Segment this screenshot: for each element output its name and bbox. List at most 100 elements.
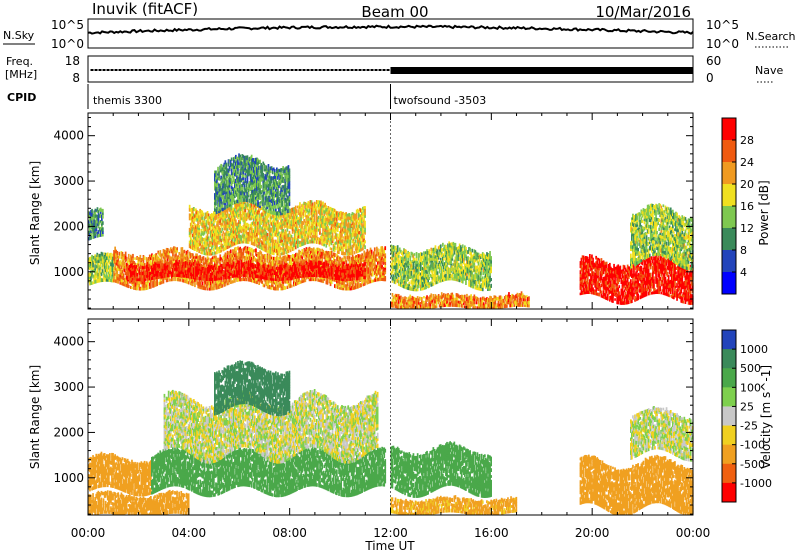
echo-cell	[202, 281, 204, 285]
echo-cell	[301, 249, 303, 252]
echo-cell	[272, 273, 274, 276]
echo-cell	[102, 227, 104, 231]
echo-cell	[235, 247, 237, 251]
echo-cell	[309, 221, 311, 224]
echo-cell	[238, 261, 240, 265]
echo-cell	[208, 258, 210, 261]
echo-cell	[240, 271, 242, 275]
echo-cell	[131, 287, 133, 289]
echo-cell	[290, 277, 292, 280]
echo-cell	[246, 253, 248, 257]
echo-cell	[287, 269, 289, 272]
echo-cell	[160, 250, 162, 254]
echo-cell	[331, 263, 333, 266]
echo-cell	[136, 287, 138, 290]
echo-cell	[220, 276, 222, 280]
echo-cell	[281, 226, 283, 229]
echo-cell	[329, 276, 331, 279]
echo-cell	[339, 257, 341, 260]
echo-cell	[106, 272, 108, 276]
echo-cell	[260, 216, 262, 219]
echo-cell	[208, 219, 210, 222]
echo-cell	[203, 256, 205, 260]
echo-cell	[270, 265, 272, 268]
noise-panel-frame	[88, 19, 693, 48]
echo-cell	[140, 265, 142, 269]
echo-cell	[246, 278, 248, 281]
echo-cell	[338, 269, 340, 272]
echo-cell	[295, 233, 297, 237]
echo-cell	[277, 236, 279, 240]
echo-cell	[186, 274, 188, 278]
echo-cell	[285, 286, 287, 289]
echo-cell	[372, 273, 374, 277]
noise-right-tick-bottom: 10^0	[706, 37, 739, 51]
echo-cell	[221, 228, 223, 231]
echo-cell	[302, 207, 304, 210]
beam-title: Beam 00	[361, 3, 428, 21]
echo-cell	[235, 251, 237, 254]
echo-cell	[299, 202, 301, 206]
echo-cell	[96, 228, 98, 231]
echo-cell	[384, 272, 386, 275]
echo-cell	[279, 250, 281, 253]
echo-cell	[314, 254, 316, 257]
echo-cell	[384, 265, 386, 268]
echo-cell	[359, 276, 361, 280]
frequency-band-mode-2	[391, 67, 694, 74]
echo-cell	[264, 284, 266, 287]
echo-cell	[305, 228, 307, 231]
echo-cell	[316, 232, 318, 236]
echo-cell	[374, 251, 376, 254]
echo-cell	[102, 266, 104, 269]
echo-cell	[199, 243, 201, 246]
echo-cell	[150, 282, 152, 285]
echo-cell	[261, 260, 263, 263]
echo-cell	[364, 272, 366, 276]
echo-cell	[128, 285, 130, 288]
echo-cell	[128, 254, 130, 257]
noise-left-tick-bottom: 10^0	[51, 37, 84, 51]
echo-cell	[127, 266, 129, 269]
echo-cell	[344, 278, 346, 281]
freq-label-line1: Freq.	[6, 55, 33, 68]
echo-cell	[338, 266, 340, 269]
echo-cell	[305, 279, 307, 282]
echo-cell	[227, 228, 229, 231]
echo-cell	[211, 283, 213, 287]
echo-cell	[144, 256, 146, 260]
echo-cell	[176, 247, 178, 250]
echo-cell	[201, 216, 203, 219]
echo-cell	[250, 252, 252, 256]
echo-cell	[216, 268, 218, 272]
echo-cell	[169, 274, 171, 278]
echo-cell	[176, 250, 178, 253]
echo-cell	[225, 269, 227, 272]
echo-cell	[342, 273, 344, 276]
echo-cell	[287, 271, 289, 274]
freq-left-tick-top: 18	[65, 54, 80, 68]
echo-cell	[204, 220, 206, 223]
echo-cell	[257, 219, 259, 222]
echo-cell	[150, 285, 152, 289]
echo-cell	[290, 281, 292, 284]
echo-cell	[381, 246, 383, 250]
echo-cell	[278, 253, 280, 256]
echo-cell	[245, 208, 247, 212]
echo-cell	[176, 268, 178, 272]
echo-cell	[384, 253, 386, 256]
echo-cell	[364, 275, 366, 279]
echo-cell	[212, 252, 214, 255]
echo-cell	[147, 286, 149, 290]
echo-cell	[257, 228, 259, 232]
echo-cell	[309, 212, 311, 216]
echo-cell	[269, 224, 271, 227]
echo-cell	[112, 264, 114, 268]
echo-cell	[342, 288, 344, 291]
echo-cell	[110, 253, 112, 256]
echo-cell	[246, 271, 248, 274]
echo-cell	[314, 274, 316, 277]
echo-cell	[102, 221, 104, 225]
